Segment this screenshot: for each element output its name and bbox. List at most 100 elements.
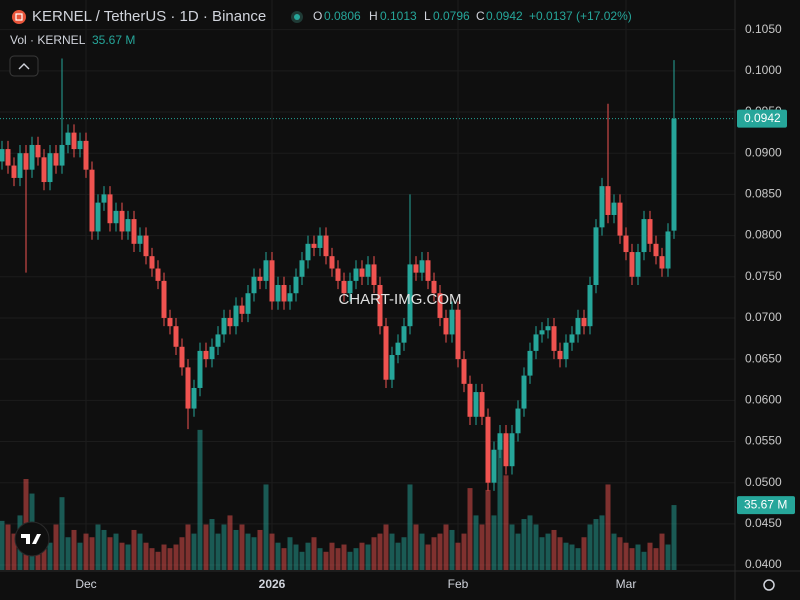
candle-body	[77, 140, 83, 150]
candle-body	[515, 408, 521, 434]
y-tick-label: 0.0400	[745, 557, 782, 571]
volume-bar	[527, 515, 533, 570]
candle-body	[539, 330, 545, 335]
volume-bar	[635, 544, 641, 570]
volume-bar	[623, 542, 629, 570]
y-tick-label: 0.1050	[745, 22, 782, 36]
candle-body	[479, 392, 485, 417]
candle-body	[191, 387, 197, 409]
candle-body	[137, 235, 143, 244]
legend-o-value: 0.0806	[324, 9, 361, 23]
candle-body	[167, 317, 173, 327]
symbol-icon	[12, 10, 26, 24]
volume-bar	[311, 537, 317, 570]
volume-bar	[305, 542, 311, 570]
volume-bar	[455, 542, 461, 570]
volume-bar	[113, 533, 119, 570]
candle-body	[41, 157, 47, 183]
volume-bar	[47, 542, 53, 570]
volume-bar	[335, 548, 341, 570]
volume-bar	[659, 533, 665, 570]
candle-body	[449, 309, 455, 335]
candle-body	[545, 326, 551, 331]
candle-body	[377, 285, 383, 327]
volume-title: Vol · KERNEL	[10, 33, 86, 47]
volume-bar	[533, 524, 539, 570]
volume-bar	[353, 548, 359, 570]
last-volume-box	[737, 496, 795, 515]
volume-bar	[401, 537, 407, 570]
candle-body	[347, 280, 353, 294]
volume-bar	[377, 533, 383, 570]
volume-bar	[605, 484, 611, 570]
volume-bar	[281, 548, 287, 570]
volume-bar	[77, 542, 83, 570]
candle-body	[395, 342, 401, 356]
candle-body	[389, 355, 395, 380]
candle-body	[407, 264, 413, 327]
collapse-icon	[18, 63, 30, 70]
candle-body	[161, 280, 167, 318]
legend-h: H	[369, 9, 378, 23]
volume-bar	[185, 524, 191, 570]
volume-bar	[395, 542, 401, 570]
legend-o: O	[313, 9, 322, 23]
candle-body	[305, 243, 311, 261]
candle-body	[131, 219, 137, 244]
volume-bar	[365, 544, 371, 570]
candle-body	[125, 219, 131, 232]
y-tick-label: 0.0750	[745, 269, 782, 283]
candle-body	[563, 342, 569, 360]
volume-bar	[257, 529, 263, 570]
volume-bar	[263, 484, 269, 570]
volume-bar	[329, 542, 335, 570]
y-tick-label: 0.0900	[745, 145, 782, 159]
candle-body	[323, 235, 329, 257]
volume-bar	[509, 524, 515, 570]
candle-body	[557, 350, 563, 360]
volume-bar	[131, 529, 137, 570]
settings-icon[interactable]	[763, 579, 775, 591]
candle-body	[641, 219, 647, 253]
candle-body	[353, 268, 359, 281]
volume-bar	[293, 544, 299, 570]
candle-body	[533, 334, 539, 351]
legend-h-value: 0.1013	[380, 9, 417, 23]
candle-body	[611, 202, 617, 215]
volume-bar	[89, 537, 95, 570]
legend-l-value: 0.0796	[433, 9, 470, 23]
volume-bar	[347, 551, 353, 570]
volume-bar	[671, 505, 677, 570]
volume-bar	[65, 537, 71, 570]
y-tick-label: 0.0650	[745, 351, 782, 365]
volume-bar	[617, 537, 623, 570]
candle-body	[569, 334, 575, 343]
volume-bar	[119, 542, 125, 570]
candle-body	[197, 350, 203, 388]
collapse-button[interactable]	[9, 55, 39, 77]
volume-bar	[557, 537, 563, 570]
volume-bar	[449, 529, 455, 570]
candle-body	[647, 219, 653, 244]
volume-bar	[629, 548, 635, 570]
candle-body	[275, 285, 281, 302]
volume-bar	[245, 533, 251, 570]
volume-bar	[437, 533, 443, 570]
candle-body	[509, 433, 515, 467]
candle-body	[359, 268, 365, 277]
candle-body	[365, 264, 371, 277]
candle-body	[29, 144, 35, 170]
candle-body	[341, 280, 347, 294]
candle-body	[173, 326, 179, 347]
volume-bar	[71, 529, 77, 570]
candle-body	[245, 293, 251, 314]
candle-body	[635, 252, 641, 277]
candle-body	[101, 194, 107, 203]
candle-body	[371, 264, 377, 285]
logo-glyph	[21, 534, 41, 544]
volume-bar	[341, 544, 347, 570]
candle-body	[11, 165, 17, 178]
volume-bar	[479, 524, 485, 570]
candle-body	[65, 132, 71, 145]
